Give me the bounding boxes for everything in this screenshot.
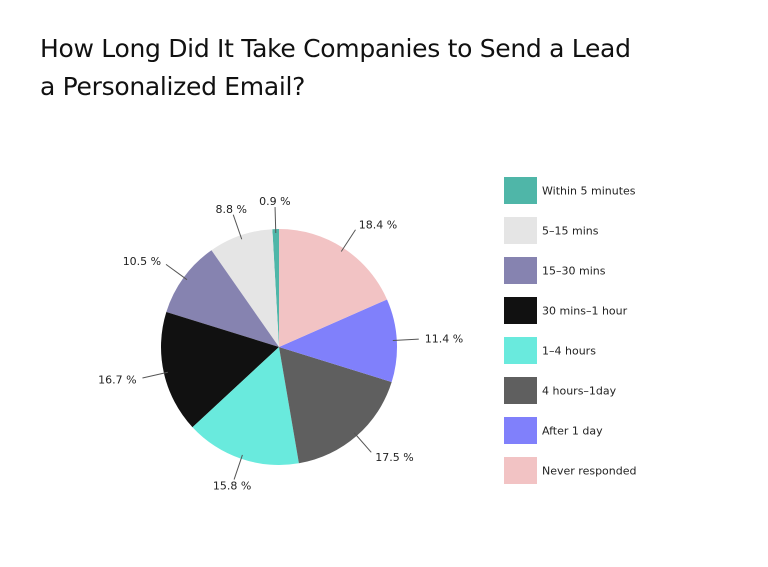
pie-slice-7 [279,229,387,347]
pie-slice-1 [211,229,279,347]
slice-label-2: 10.5 % [123,255,161,268]
legend-swatch-4 [504,337,537,364]
leader-line-6 [392,338,419,342]
leader-line-3 [142,371,168,379]
slice-label-6: 11.4 % [425,333,463,346]
pie-slice-6 [279,299,397,383]
legend-swatch-7 [504,457,537,484]
pie-slice-0 [272,229,279,347]
legend: Within 5 minutes 5–15 mins 15–30 mins 30 mi… [504,177,637,484]
legend-label-0: Within 5 minutes [542,185,636,198]
leader-line-1 [232,214,243,240]
legend-label-3: 30 mins–1 hour [542,305,628,318]
slice-label-0: 0.9 % [259,195,290,208]
slice-label-3: 16.7 % [98,373,136,386]
pie-slice-2 [166,250,279,347]
pie-slices [161,229,397,465]
chart-title: How Long Did It Take Companies to Send a… [40,34,631,101]
leader-lines [142,207,419,480]
legend-label-7: Never responded [542,465,637,478]
legend-label-4: 1–4 hours [542,345,596,358]
slice-labels: 0.9 % 8.8 % 10.5 % 16.7 % 15.8 % 17.5 % 11.4 %… [98,195,463,492]
pie-slice-3 [161,311,279,428]
slice-label-1: 8.8 % [216,203,247,216]
legend-swatch-0 [504,177,537,204]
leader-line-0 [274,207,277,234]
leader-line-7 [340,229,356,252]
legend-swatch-2 [504,257,537,284]
legend-swatch-6 [504,417,537,444]
legend-label-2: 15–30 mins [542,265,606,278]
leader-line-2 [165,263,188,281]
slice-label-4: 15.8 % [213,479,251,492]
legend-label-5: 4 hours–1day [542,385,617,398]
legend-label-1: 5–15 mins [542,225,599,238]
pie-slice-5 [279,347,392,464]
legend-swatch-5 [504,377,537,404]
legend-swatch-3 [504,297,537,324]
legend-swatch-1 [504,217,537,244]
pie-slice-4 [192,347,299,465]
slice-label-7: 18.4 % [359,219,397,232]
legend-label-6: After 1 day [542,425,603,438]
slice-label-5: 17.5 % [375,451,413,464]
leader-line-5 [353,432,372,453]
leader-line-4 [233,454,243,480]
